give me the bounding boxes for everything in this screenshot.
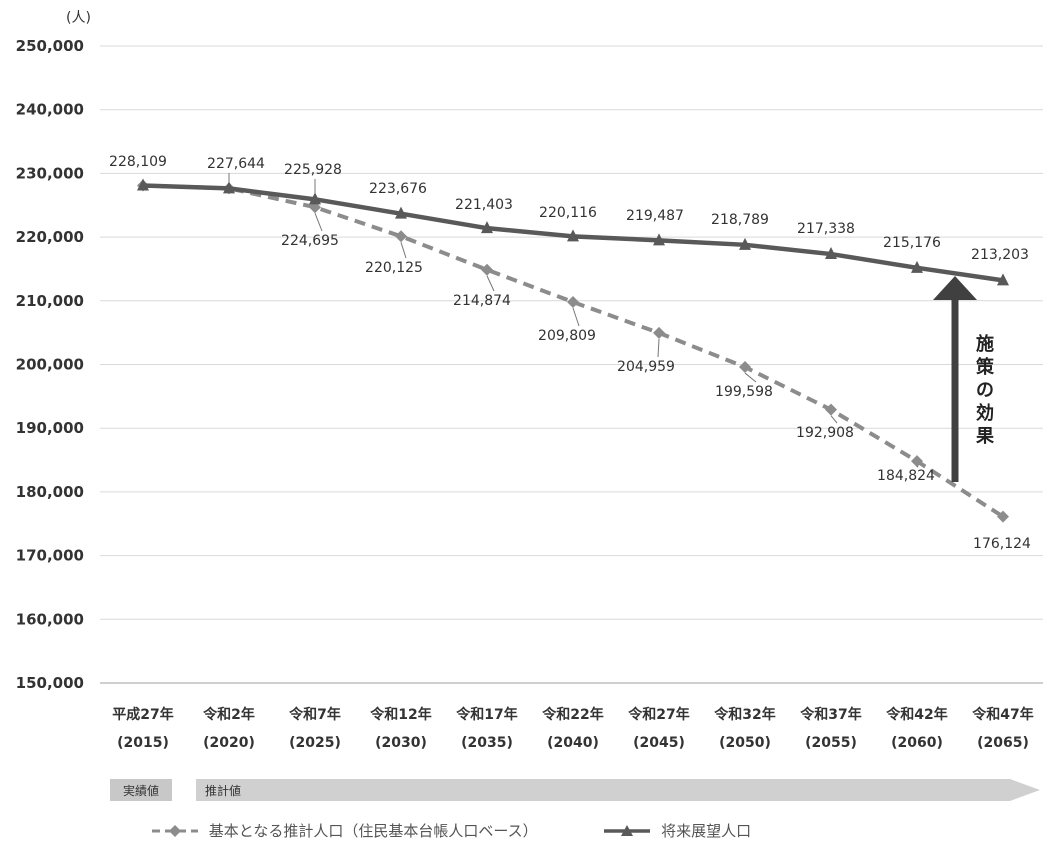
effect-arrow-head (933, 276, 977, 300)
x-tick-year: (2030) (375, 735, 427, 751)
x-tick-label: 令和37年 (799, 706, 861, 723)
legend-label-projection: 基本となる推計人口（住民基本台帳人口ベース） (209, 822, 538, 840)
data-label-projection: 192,908 (796, 425, 854, 441)
x-tick-year: (2045) (633, 735, 685, 751)
data-label-projection: 184,824 (877, 468, 935, 484)
leader-line (487, 276, 494, 291)
leader-line (831, 416, 837, 423)
effect-annotation-char: の (976, 380, 994, 401)
x-tick-label: 令和47年 (971, 706, 1033, 723)
data-label-outlook: 215,176 (883, 235, 941, 251)
x-tick-label: 令和2年 (202, 706, 255, 723)
y-tick-label: 230,000 (16, 164, 84, 182)
x-tick-year: (2015) (117, 735, 169, 751)
x-tick-label: 令和22年 (541, 706, 603, 723)
x-tick-year: (2040) (547, 735, 599, 751)
y-tick-label: 180,000 (16, 483, 84, 501)
legend-item-outlook: 将来展望人口 (602, 820, 751, 841)
x-tick-label: 令和17年 (455, 706, 517, 723)
y-tick-label: 170,000 (16, 547, 84, 565)
band-projected-arrow (196, 779, 1040, 801)
data-label-outlook: 221,403 (455, 197, 513, 213)
y-tick-label: 210,000 (16, 292, 84, 310)
leader-line (745, 373, 756, 382)
y-tick-label: 240,000 (16, 101, 84, 119)
y-tick-label: 150,000 (16, 674, 84, 692)
legend: 基本となる推計人口（住民基本台帳人口ベース） 将来展望人口 (150, 820, 811, 841)
x-tick-year: (2050) (719, 735, 771, 751)
band-projected-label: 推計値 (205, 783, 241, 798)
x-tick-year: (2055) (805, 735, 857, 751)
x-tick-label: 平成27年 (112, 706, 173, 723)
series-point-projection (395, 230, 407, 242)
effect-annotation-char: 果 (975, 426, 995, 447)
data-label-projection: 199,598 (715, 384, 773, 400)
band-actual-label: 実績値 (123, 783, 159, 798)
y-tick-label: 220,000 (16, 228, 84, 246)
series-point-projection (481, 264, 493, 276)
data-label-outlook: 218,789 (711, 212, 769, 228)
y-tick-label: 160,000 (16, 610, 84, 628)
legend-swatch-solid (602, 822, 652, 840)
series-point-projection (567, 296, 579, 308)
leader-line (573, 308, 579, 326)
legend-swatch-dashed (150, 822, 200, 840)
data-label-projection: 204,959 (617, 359, 675, 375)
y-unit-label: (人) (66, 10, 91, 26)
y-tick-label: 250,000 (16, 37, 84, 55)
x-tick-label: 令和12年 (369, 706, 431, 723)
data-label-projection: 209,809 (538, 328, 596, 344)
legend-item-projection: 基本となる推計人口（住民基本台帳人口ベース） (150, 820, 538, 841)
y-tick-label: 200,000 (16, 356, 84, 374)
data-label-projection: 220,125 (365, 260, 423, 276)
data-label-projection: 214,874 (453, 293, 511, 309)
y-tick-label: 190,000 (16, 419, 84, 437)
x-tick-year: (2025) (289, 735, 341, 751)
data-label-outlook: 219,487 (626, 208, 684, 224)
x-tick-label: 令和27年 (627, 706, 689, 723)
x-tick-label: 令和7年 (288, 706, 341, 723)
data-label-outlook: 228,109 (109, 154, 167, 170)
effect-annotation-char: 効 (976, 402, 994, 424)
data-label-projection: 176,124 (973, 536, 1031, 552)
data-label-outlook: 225,928 (284, 162, 342, 178)
x-tick-year: (2065) (977, 735, 1029, 751)
legend-label-outlook: 将来展望人口 (661, 822, 751, 840)
data-label-outlook: 220,116 (539, 205, 597, 221)
effect-annotation-char: 施 (976, 333, 994, 355)
leader-line (315, 213, 322, 231)
x-tick-label: 令和42年 (885, 706, 947, 723)
leader-line (401, 242, 406, 258)
data-label-outlook: 223,676 (369, 181, 427, 197)
effect-annotation-char: 策 (976, 356, 995, 378)
x-tick-year: (2060) (891, 735, 943, 751)
series-point-projection (653, 327, 665, 339)
data-label-projection: 224,695 (281, 233, 339, 249)
x-tick-year: (2035) (461, 735, 513, 751)
data-label-outlook: 213,203 (971, 247, 1029, 263)
data-label-outlook: 217,338 (797, 221, 855, 237)
data-label-outlook: 227,644 (207, 156, 265, 172)
x-tick-year: (2020) (203, 735, 255, 751)
leader-line (658, 339, 659, 357)
x-tick-label: 令和32年 (713, 706, 775, 723)
